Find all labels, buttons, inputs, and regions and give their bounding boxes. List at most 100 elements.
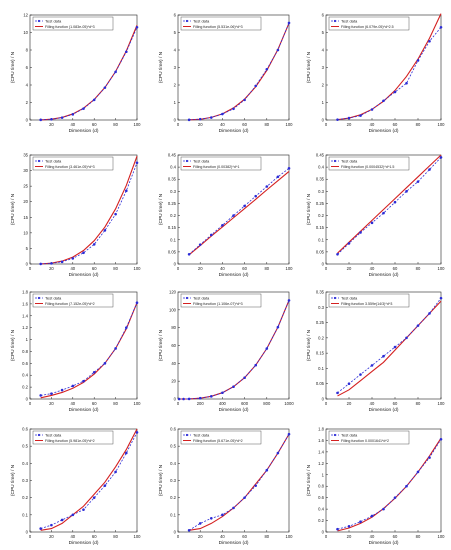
y-tick-label: 0.15 [168,225,177,230]
test-data-point [382,211,385,215]
x-tick-label: 60 [92,122,97,127]
x-axis-label: Dimension (d) [219,272,249,278]
test-data-point [287,21,291,25]
legend-test-label: Test data [45,19,62,24]
test-data-point [232,214,235,217]
x-tick-label: 80 [416,122,421,127]
x-tick-label: 600 [241,401,249,406]
legend-test-label: Test data [45,296,62,301]
x-tick-label: 60 [393,122,398,127]
test-data-point [347,242,351,245]
x-tick-label: 100 [286,534,294,539]
x-tick-label: 20 [347,534,352,539]
test-data-point [382,354,385,358]
test-data-point [439,156,443,159]
y-tick-label: 30 [23,168,28,173]
test-data-point [370,514,374,518]
test-data-point [359,114,362,117]
legend-test-marker [37,433,41,437]
legend-box [180,156,262,171]
chart-panel-1: 0 20 40 60 80 100 0 2 4 6 8 10 12 Dimension (d) (CPU t… [10,13,141,135]
y-tick-label: 0.5 [22,444,28,449]
legend-test-label: Test data [45,159,62,164]
y-tick-label: 1.2 [318,461,324,466]
y-tick-label: 0.2 [22,385,28,390]
x-tick-label: 60 [92,266,97,271]
y-tick-label: 1.6 [318,438,324,443]
y-tick-label: 120 [169,290,177,295]
y-tick-label: 3 [322,65,325,70]
y-tick-label: 0.2 [170,213,176,218]
test-data-point [232,506,235,510]
x-tick-label: 20 [347,401,352,406]
y-tick-label: 0.2 [318,518,324,523]
y-tick-label: 0.2 [170,495,176,500]
y-tick-label: 0.35 [168,177,177,182]
x-tick-label: 20 [347,266,352,271]
y-tick-label: 0.6 [318,495,324,500]
plot-area [29,428,138,533]
test-data-point [287,167,291,170]
chart-panel-5: 0 20 40 60 80 100 0 0.05 0.1 0.15 0.2 0.25 0.3 0.35 0.… [158,153,293,279]
legend-fit-label: Filling function (3.461e-05)*d^3 [45,165,95,169]
x-tick-label: 20 [49,401,54,406]
y-tick-label: 0 [26,118,29,123]
x-tick-label: 80 [113,534,118,539]
test-data-point [210,233,213,237]
test-data-point [221,112,224,116]
x-axis-label: Dimension (d) [369,407,399,413]
legend-fit-label: Filling function (0.0004532)*d^1.5 [341,165,394,169]
x-axis-label: Dimension (d) [369,128,399,134]
test-data-point [254,484,257,487]
y-axis-label: (CPU time) / N [158,51,164,83]
legend-box [32,430,114,445]
legend-fit-label: Filling function 0.0001641*d^2 [341,439,389,443]
legend-test-marker [37,19,41,23]
test-data-point [60,388,64,392]
y-tick-label: 0.3 [170,189,176,194]
plot-area [177,428,290,533]
y-tick-label: 0.2 [318,335,324,340]
x-tick-label: 100 [134,266,142,271]
legend-test-label: Test data [193,19,210,24]
x-tick-label: 80 [264,534,269,539]
y-tick-label: 0.1 [318,237,324,242]
test-data-point [135,431,139,434]
test-data-point [92,98,96,102]
legend-test-marker [333,19,337,23]
legend-test-marker [37,296,41,300]
x-tick-label: 40 [70,534,75,539]
test-data-point [276,175,280,179]
test-data-point [243,204,246,208]
legend-fit-label: Filling function (0.00382)*d^1 [193,165,239,169]
x-tick-label: 0 [325,401,328,406]
y-tick-label: 10 [23,230,28,235]
test-data-point [382,99,385,103]
test-data-line [188,433,290,531]
fit-line [337,437,442,532]
plot-area [325,14,442,121]
chart-panel-2: 0 20 40 60 80 100 0 1 2 3 4 5 6 Dimension (d) (CPU tim… [158,13,293,135]
fit-line [40,428,138,531]
y-tick-label: 0 [174,530,177,535]
test-data-point [370,364,374,367]
test-data-point [382,507,385,511]
y-tick-label: 15 [23,215,28,220]
test-data-point [221,391,224,395]
test-data-point [416,470,420,474]
y-tick-label: 0.3 [318,305,324,310]
y-tick-label: 1 [322,100,325,105]
test-data-point [60,518,64,522]
x-tick-label: 60 [242,122,247,127]
test-data-point [198,396,202,400]
legend-test-label: Test data [45,433,62,438]
legend-test-marker [333,296,337,300]
chart-panel-3: 0 20 40 60 80 100 0 1 2 3 4 5 6 Dimension (d) (CPU tim… [306,13,445,135]
test-data-point [82,107,85,110]
fit-line [337,154,442,254]
y-tick-label: 0.6 [22,361,28,366]
legend-test-label: Test data [341,159,358,164]
chart-panel-12: 0 20 40 60 80 100 0 0.2 0.4 0.6 0.8 1 1.2 1.4 1.6 1.8 Di… [306,427,445,547]
test-data-point [82,251,85,255]
test-data-point [254,363,257,367]
